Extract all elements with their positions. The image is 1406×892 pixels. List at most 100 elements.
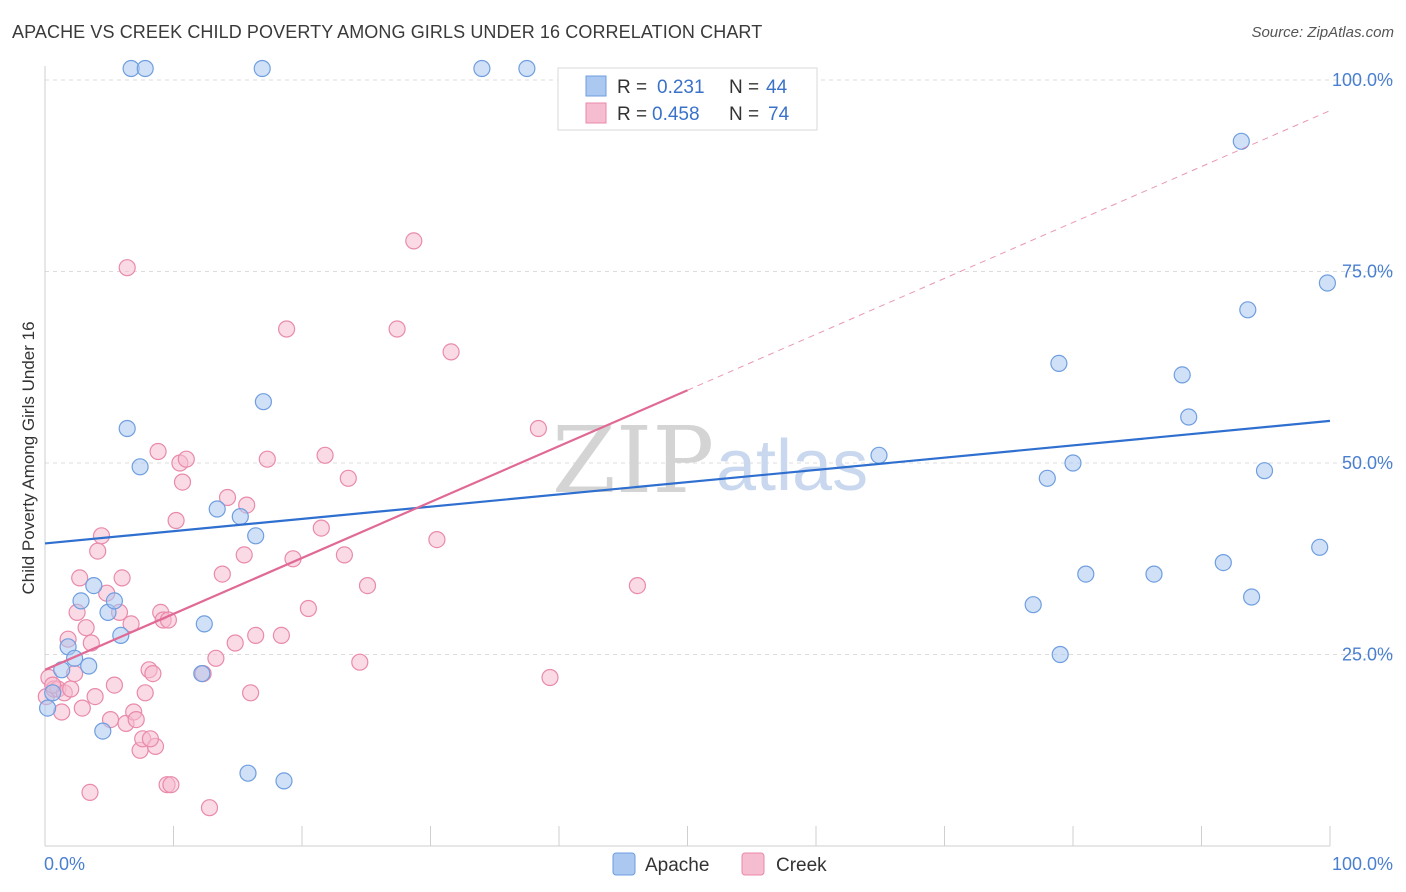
legend-series: Apache Creek bbox=[612, 852, 827, 876]
legend-r-label-apache: R = bbox=[617, 77, 647, 98]
creek-point bbox=[149, 442, 167, 461]
creek-point bbox=[73, 699, 91, 717]
apache-point bbox=[1064, 454, 1082, 472]
creek-trend-line bbox=[44, 389, 688, 671]
legend-n-value-creek: 74 bbox=[768, 104, 790, 125]
apache-point bbox=[231, 507, 249, 526]
creek-point bbox=[118, 259, 136, 277]
creek-point bbox=[299, 599, 317, 618]
apache-point bbox=[1077, 565, 1095, 583]
creek-point bbox=[53, 703, 71, 721]
apache-point bbox=[1050, 354, 1068, 372]
apache-point bbox=[1173, 366, 1191, 384]
creek-point bbox=[162, 776, 180, 794]
creek-point bbox=[173, 473, 192, 491]
apache-point bbox=[72, 592, 90, 610]
creek-point bbox=[442, 343, 460, 361]
creek-trend-extension bbox=[687, 110, 1331, 391]
watermark-atlas: atlas bbox=[716, 426, 868, 506]
creek-point bbox=[278, 320, 296, 338]
creek-point bbox=[136, 684, 154, 702]
legend-n-label-apache: N = bbox=[729, 77, 759, 98]
y-tick-label: 50.0% bbox=[1342, 453, 1393, 473]
trend-lines bbox=[44, 110, 1331, 671]
apache-point bbox=[275, 772, 293, 790]
apache-point bbox=[1232, 132, 1250, 150]
apache-point bbox=[1242, 588, 1261, 606]
creek-point bbox=[218, 488, 237, 507]
apache-point bbox=[105, 592, 124, 610]
apache-point bbox=[44, 684, 62, 702]
creek-point bbox=[167, 511, 185, 530]
legend-bottom-swatch-apache bbox=[612, 852, 636, 876]
creek-point bbox=[541, 668, 559, 687]
y-tick-label: 75.0% bbox=[1342, 262, 1393, 282]
legend-r-label-creek: R = bbox=[617, 104, 647, 125]
creek-point bbox=[335, 546, 353, 564]
apache-point bbox=[136, 59, 154, 78]
creek-point bbox=[81, 783, 99, 802]
creek-point bbox=[258, 450, 276, 468]
chart-source: Source: ZipAtlas.com bbox=[1251, 24, 1394, 41]
creek-point bbox=[141, 730, 159, 748]
creek-point bbox=[358, 576, 377, 595]
apache-point bbox=[38, 699, 57, 717]
creek-point bbox=[200, 799, 219, 817]
apache-point bbox=[193, 664, 211, 683]
creek-point bbox=[89, 542, 107, 560]
data-points bbox=[37, 59, 1337, 817]
apache-trend-line bbox=[44, 419, 1331, 545]
y-axis-title: Child Poverty Among Girls Under 16 bbox=[19, 321, 38, 594]
legend-r-value-creek: 0.458 bbox=[652, 104, 700, 125]
apache-point bbox=[473, 59, 491, 78]
apache-point bbox=[80, 657, 98, 675]
apache-point bbox=[85, 576, 103, 595]
apache-point bbox=[1255, 462, 1274, 480]
creek-point bbox=[105, 676, 124, 694]
creek-point bbox=[207, 649, 225, 667]
creek-point bbox=[428, 530, 446, 549]
apache-point bbox=[247, 527, 265, 545]
legend-bottom-label-creek: Creek bbox=[776, 855, 827, 876]
apache-point bbox=[1214, 553, 1232, 572]
apache-point bbox=[94, 722, 112, 740]
creek-point bbox=[235, 546, 253, 564]
apache-point bbox=[118, 419, 136, 438]
creek-point bbox=[628, 576, 647, 595]
apache-point bbox=[1024, 596, 1042, 614]
legend-n-label-creek: N = bbox=[729, 104, 759, 125]
creek-point bbox=[316, 446, 334, 464]
legend-bottom-label-apache: Apache bbox=[645, 855, 709, 876]
apache-point bbox=[1239, 301, 1257, 319]
apache-point bbox=[239, 764, 257, 782]
apache-point bbox=[1145, 565, 1163, 583]
legend-r-value-apache: 0.231 bbox=[657, 77, 705, 98]
creek-point bbox=[77, 619, 95, 637]
axes: 25.0% 50.0% 75.0% 100.0% 0.0% 100.0% bbox=[44, 66, 1393, 874]
creek-point bbox=[71, 569, 89, 587]
legend-bottom-swatch-creek bbox=[741, 852, 765, 876]
creek-point bbox=[226, 634, 244, 652]
creek-point bbox=[272, 626, 290, 645]
creek-point bbox=[388, 320, 406, 338]
apache-point bbox=[208, 500, 226, 518]
apache-point bbox=[1318, 274, 1337, 292]
x-tick-label: 0.0% bbox=[44, 854, 85, 874]
creek-point bbox=[351, 653, 369, 671]
creek-point bbox=[405, 232, 423, 250]
creek-point bbox=[242, 684, 260, 702]
creek-point bbox=[177, 450, 195, 468]
legend-correlation: R = 0.231 N = 44 R = 0.458 N = 74 bbox=[557, 67, 818, 131]
apache-point bbox=[254, 393, 272, 411]
legend-swatch-creek bbox=[585, 102, 607, 124]
creek-point bbox=[339, 469, 357, 487]
creek-point bbox=[127, 710, 145, 729]
apache-point bbox=[253, 59, 271, 78]
grid-lines bbox=[45, 79, 1394, 655]
x-tick-label: 100.0% bbox=[1332, 854, 1393, 874]
creek-point bbox=[62, 680, 80, 698]
apache-point bbox=[195, 615, 213, 633]
legend-swatch-apache bbox=[585, 75, 607, 97]
creek-point bbox=[113, 569, 131, 587]
apache-point bbox=[870, 446, 888, 464]
